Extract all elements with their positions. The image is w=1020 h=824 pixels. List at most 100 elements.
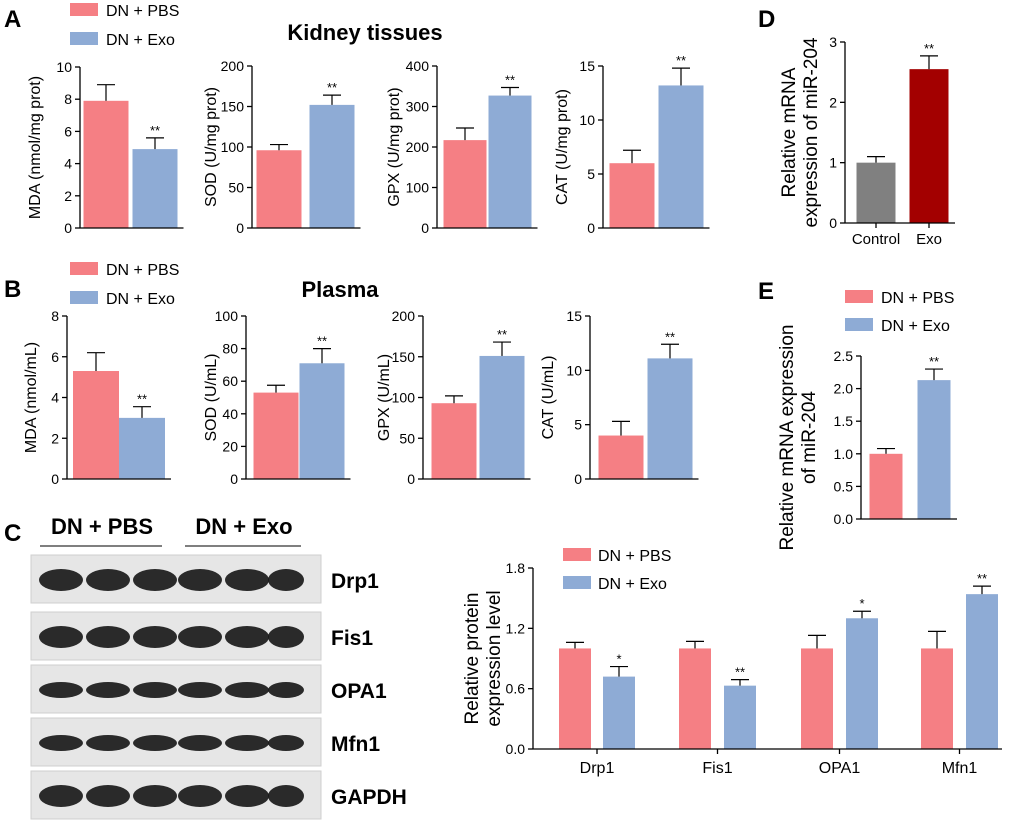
y-tick-label: 1.2 bbox=[506, 620, 526, 636]
y-tick-label: 200 bbox=[406, 139, 430, 155]
blot-band bbox=[133, 682, 177, 698]
y-tick-label: 1.5 bbox=[834, 413, 854, 429]
y-tick-label: 4 bbox=[51, 390, 59, 406]
y-tick-label: 50 bbox=[399, 430, 415, 446]
y-tick-label: 10 bbox=[566, 362, 582, 378]
y-tick-label: 10 bbox=[579, 112, 595, 128]
blot-band bbox=[178, 626, 222, 648]
blot-label-gapdh: GAPDH bbox=[331, 786, 407, 809]
blot-band bbox=[39, 735, 83, 751]
blot-band bbox=[225, 682, 269, 698]
blot-label-fis1: Fis1 bbox=[331, 627, 373, 650]
blot-band bbox=[133, 735, 177, 751]
y-axis-label: GPX (U/mg prot) bbox=[386, 87, 403, 206]
y-axis-label: MDA (nmol/mL) bbox=[23, 342, 40, 453]
y-tick-label: 100 bbox=[392, 390, 416, 406]
panel-label-b: B bbox=[4, 276, 21, 303]
legend-swatch-exo bbox=[70, 291, 98, 304]
chart-b-mda: ** 0 2 4 6 8 MDA (nmol/mL) bbox=[23, 308, 171, 487]
bar-dn-pbs bbox=[443, 140, 487, 228]
blot-band bbox=[39, 626, 83, 648]
bar-dn-exo bbox=[479, 355, 525, 479]
blot-band bbox=[178, 785, 222, 807]
y-tick-label: 150 bbox=[221, 99, 245, 115]
y-axis-label: GPX (U/mL) bbox=[376, 354, 393, 441]
y-tick-label: 6 bbox=[51, 349, 59, 365]
y-tick-label: 1.0 bbox=[834, 446, 854, 462]
chart-d-mir204: ** 0 1 2 3 Control Exo Relative mRNAexpression … bbox=[779, 34, 955, 248]
y-tick-label: 0 bbox=[421, 220, 429, 236]
y-tick-label: 60 bbox=[222, 373, 238, 389]
y-tick-label: 2 bbox=[829, 94, 837, 110]
bar-dn-pbs bbox=[253, 392, 299, 479]
y-tick-label: 80 bbox=[222, 341, 238, 357]
kidney-title: Kidney tissues bbox=[287, 20, 442, 45]
panel-label-c: C bbox=[4, 520, 21, 547]
significance-mark: ** bbox=[505, 72, 515, 87]
blot-strips: Drp1 Fis1 OPA1 Mfn1 GAPDH bbox=[30, 554, 407, 820]
legend-pbs-label: DN + PBS bbox=[106, 3, 179, 20]
blot-band bbox=[178, 569, 222, 591]
y-tick-label: 0.0 bbox=[834, 511, 854, 527]
bar-exo bbox=[909, 69, 949, 224]
bar-drp1-pbs bbox=[559, 648, 591, 749]
legend-swatch-exo bbox=[70, 32, 98, 45]
bar-dn-exo bbox=[488, 95, 532, 228]
bar-dn-pbs bbox=[73, 371, 119, 479]
legend-swatch-exo bbox=[845, 318, 873, 331]
blot-band bbox=[86, 626, 130, 648]
x-tick-label: Drp1 bbox=[580, 760, 615, 777]
y-tick-label: 0 bbox=[407, 471, 415, 487]
significance-mark: ** bbox=[924, 41, 934, 56]
y-tick-label: 0 bbox=[829, 215, 837, 231]
bar-dn-exo bbox=[309, 104, 355, 228]
significance-mark: ** bbox=[676, 53, 686, 68]
y-tick-label: 0 bbox=[236, 220, 244, 236]
legend-exo-label: DN + Exo bbox=[881, 318, 950, 335]
y-tick-label: 2 bbox=[64, 188, 72, 204]
blot-band bbox=[86, 735, 130, 751]
legend-swatch-pbs bbox=[563, 548, 591, 561]
y-tick-label: 5 bbox=[587, 166, 595, 182]
y-tick-label: 1 bbox=[829, 155, 837, 171]
blot-group-pbs: DN + PBS bbox=[51, 514, 153, 539]
bar-drp1-exo bbox=[603, 676, 635, 749]
blot-band bbox=[133, 626, 177, 648]
legend-swatch-pbs bbox=[70, 3, 98, 16]
y-tick-label: 100 bbox=[215, 308, 239, 324]
x-tick-label: Control bbox=[852, 231, 900, 248]
y-tick-label: 300 bbox=[406, 99, 430, 115]
y-tick-label: 10 bbox=[56, 59, 72, 75]
y-tick-label: 100 bbox=[221, 139, 245, 155]
significance-mark: ** bbox=[929, 354, 939, 369]
y-axis-label: Relative proteinexpression level bbox=[462, 590, 505, 726]
y-axis-label: SOD (U/mL) bbox=[203, 354, 220, 442]
legend-pbs-label: DN + PBS bbox=[881, 290, 954, 307]
legend-pbs-label: DN + PBS bbox=[106, 262, 179, 279]
legend-swatch-pbs bbox=[845, 290, 873, 303]
legend-exo-label: DN + Exo bbox=[106, 32, 175, 49]
y-axis-label-line: of miR-204 bbox=[799, 391, 820, 484]
blot-label-opa1: OPA1 bbox=[331, 680, 387, 703]
bar-dn-exo bbox=[917, 380, 951, 519]
x-tick-label: Fis1 bbox=[702, 760, 732, 777]
y-axis-label: SOD (U/mg prot) bbox=[203, 87, 220, 207]
legend-a: DN + PBS DN + Exo bbox=[70, 3, 179, 49]
blot-band bbox=[133, 785, 177, 807]
legend-e: DN + PBS DN + Exo bbox=[845, 290, 954, 335]
panel-label-e: E bbox=[758, 278, 774, 305]
bar-dn-exo bbox=[647, 358, 693, 479]
bar-dn-exo bbox=[119, 417, 165, 479]
blot-band bbox=[268, 682, 304, 698]
legend-exo-label: DN + Exo bbox=[106, 291, 175, 308]
y-tick-label: 40 bbox=[222, 406, 238, 422]
y-tick-label: 2 bbox=[51, 430, 59, 446]
y-tick-label: 0 bbox=[51, 471, 59, 487]
y-tick-label: 8 bbox=[64, 91, 72, 107]
significance-mark: ** bbox=[327, 80, 337, 95]
blot-band bbox=[225, 785, 269, 807]
bar-fis1-pbs bbox=[679, 648, 711, 749]
blot-band bbox=[39, 569, 83, 591]
